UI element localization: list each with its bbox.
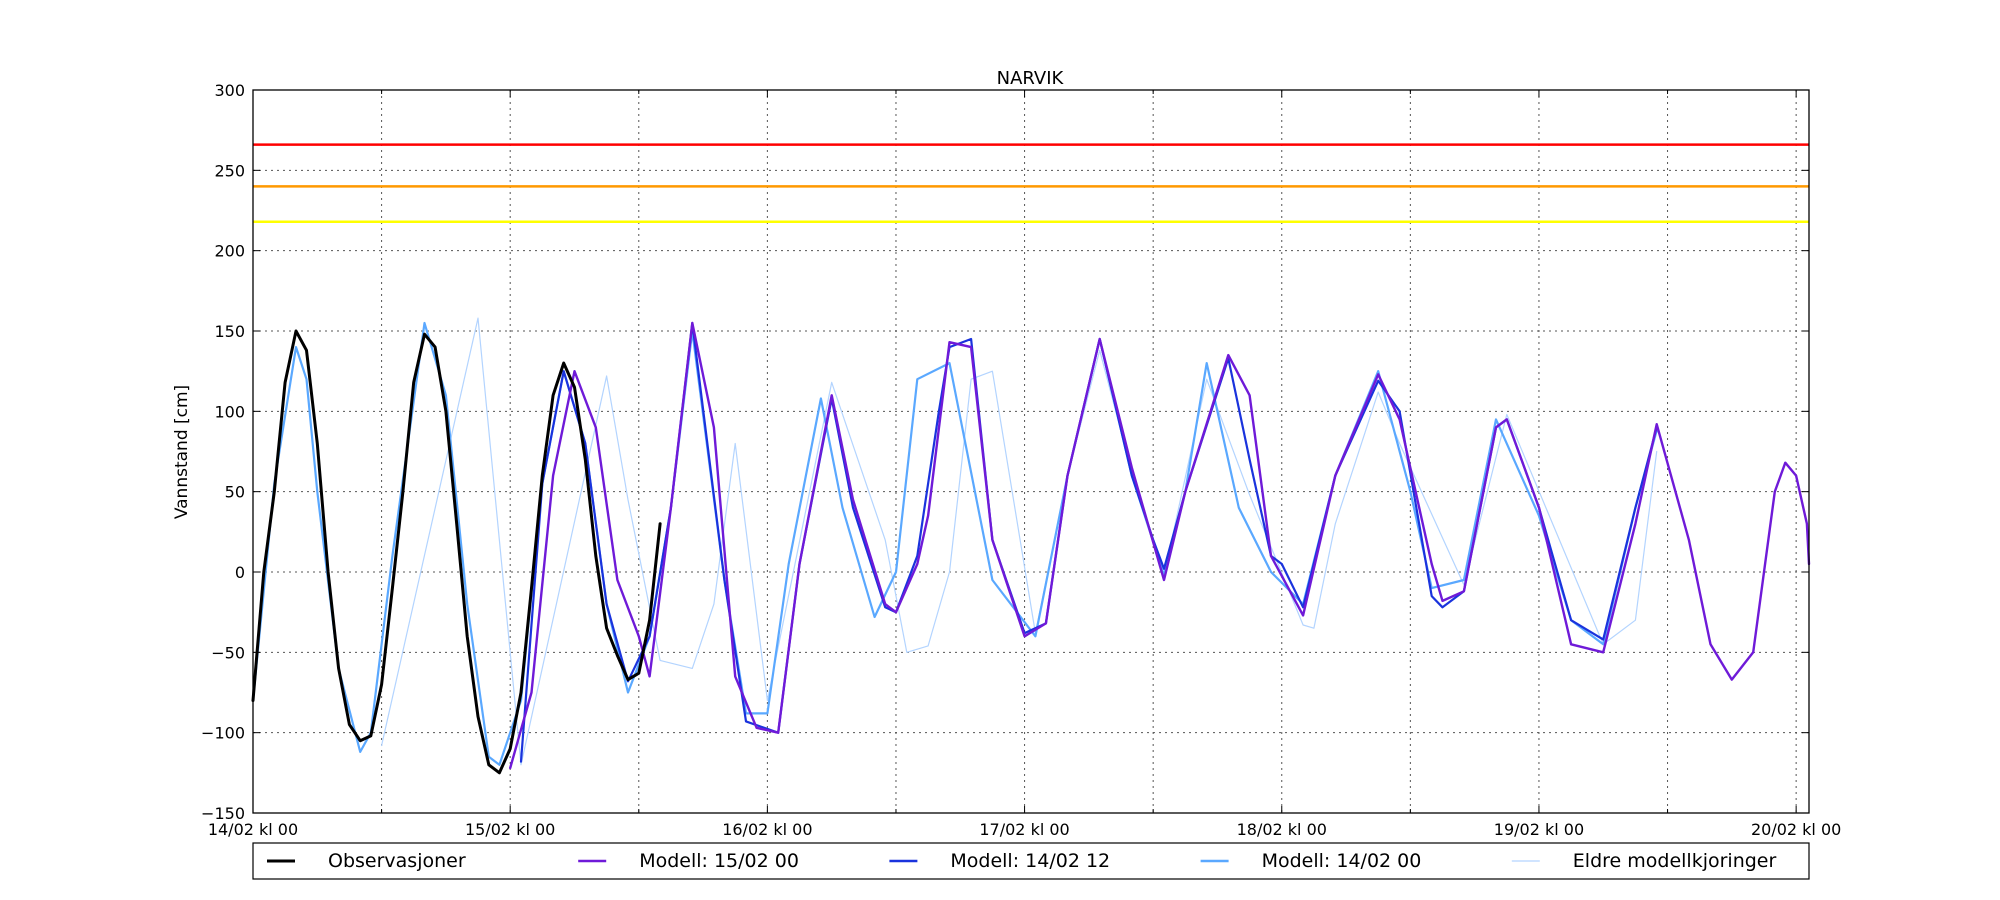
y-tick-label: 100 (214, 402, 245, 421)
y-tick-label: 200 (214, 242, 245, 261)
y-axis-label: Vannstand [cm] (172, 385, 192, 519)
y-tick-label: 50 (225, 483, 245, 502)
series-line (381, 317, 1658, 766)
legend-label: Modell: 15/02 00 (639, 850, 799, 872)
y-tick-label: −50 (211, 643, 245, 662)
grid-lines (253, 90, 1809, 813)
plot-frame (252, 89, 1810, 814)
legend-box (252, 842, 1810, 880)
legend-label: Observasjoner (328, 850, 466, 872)
series-line (509, 321, 1811, 770)
legend-label: Modell: 14/02 12 (950, 850, 1110, 872)
y-tick-label: 0 (235, 563, 245, 582)
axis-ticks: −150 −100 −50 0 50 100 150 200 250 300 14/02 kl 00… (201, 81, 1841, 839)
legend: Observasjoner Modell: 15/02 00 Modell: 14/… (252, 842, 1810, 880)
x-tick-label: 19/02 kl 00 (1494, 820, 1584, 839)
y-tick-label: 250 (214, 161, 245, 180)
y-tick-label: −150 (201, 804, 245, 823)
x-tick-label: 18/02 kl 00 (1237, 820, 1327, 839)
legend-label: Modell: 14/02 00 (1262, 850, 1422, 872)
x-tick-label: 15/02 kl 00 (465, 820, 555, 839)
chart-title: NARVIK (997, 68, 1065, 89)
series-lines (251, 317, 1811, 775)
x-tick-label: 17/02 kl 00 (979, 820, 1069, 839)
series-line (251, 321, 1658, 766)
y-tick-label: −100 (201, 724, 245, 743)
x-tick-label: 16/02 kl 00 (722, 820, 812, 839)
y-tick-label: 300 (214, 81, 245, 100)
threshold-lines (253, 143, 1809, 223)
legend-label: Eldre modellkjoringer (1573, 850, 1777, 872)
y-tick-label: 150 (214, 322, 245, 341)
x-tick-label: 14/02 kl 00 (208, 820, 298, 839)
series-line (251, 329, 662, 775)
x-tick-label: 20/02 kl 00 (1751, 820, 1841, 839)
